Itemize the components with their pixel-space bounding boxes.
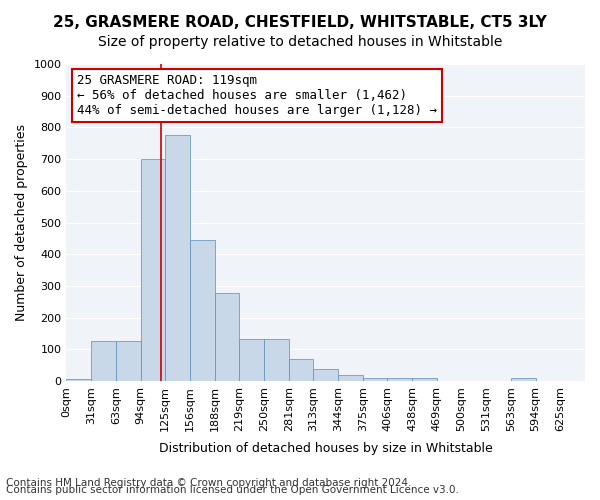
- Bar: [215, 293, 239, 381]
- Bar: [289, 359, 313, 381]
- Text: Contains HM Land Registry data © Crown copyright and database right 2024.: Contains HM Land Registry data © Crown c…: [6, 478, 412, 488]
- Text: 25 GRASMERE ROAD: 119sqm
← 56% of detached houses are smaller (1,462)
44% of sem: 25 GRASMERE ROAD: 119sqm ← 56% of detach…: [77, 74, 437, 116]
- Y-axis label: Number of detached properties: Number of detached properties: [15, 124, 28, 321]
- Bar: [338, 374, 363, 381]
- Bar: [165, 136, 190, 381]
- X-axis label: Distribution of detached houses by size in Whitstable: Distribution of detached houses by size …: [159, 442, 493, 455]
- Bar: [67, 380, 91, 381]
- Bar: [388, 378, 412, 381]
- Bar: [190, 240, 215, 381]
- Bar: [91, 341, 116, 381]
- Bar: [313, 369, 338, 381]
- Bar: [412, 378, 437, 381]
- Bar: [140, 159, 165, 381]
- Text: Size of property relative to detached houses in Whitstable: Size of property relative to detached ho…: [98, 35, 502, 49]
- Bar: [511, 378, 536, 381]
- Bar: [239, 339, 264, 381]
- Bar: [264, 339, 289, 381]
- Bar: [363, 378, 388, 381]
- Bar: [116, 341, 140, 381]
- Text: 25, GRASMERE ROAD, CHESTFIELD, WHITSTABLE, CT5 3LY: 25, GRASMERE ROAD, CHESTFIELD, WHITSTABL…: [53, 15, 547, 30]
- Text: Contains public sector information licensed under the Open Government Licence v3: Contains public sector information licen…: [6, 485, 459, 495]
